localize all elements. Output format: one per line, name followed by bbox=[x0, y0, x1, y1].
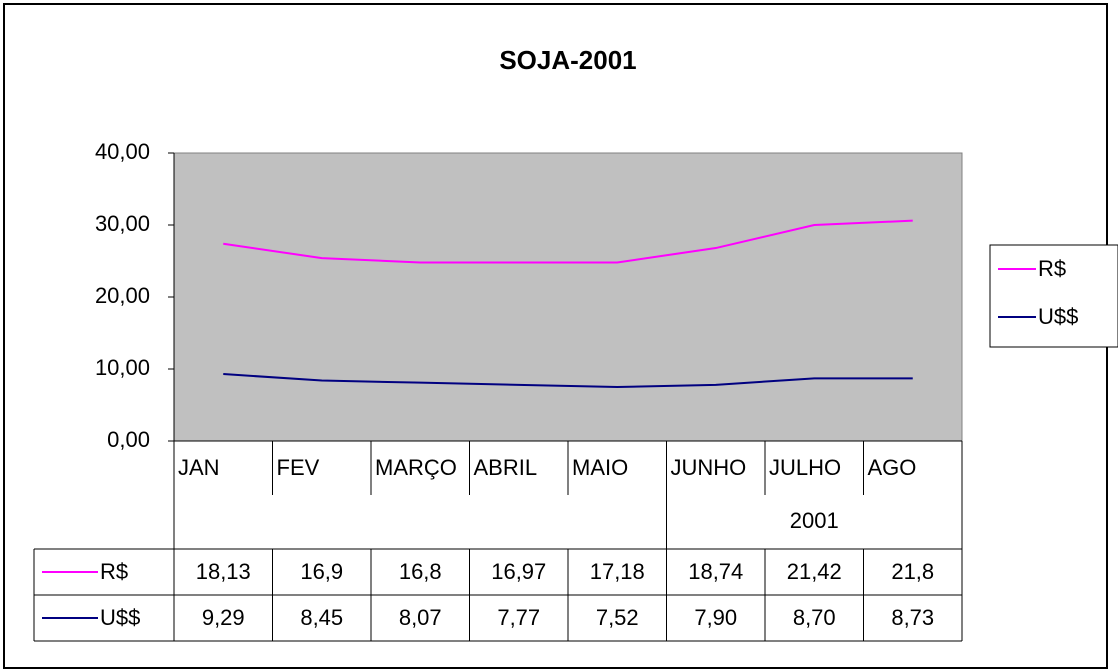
x-tick-label: JULHO bbox=[769, 455, 841, 480]
table-cell: 8,45 bbox=[300, 605, 343, 630]
y-tick-label: 40,00 bbox=[95, 139, 150, 164]
table-cell: 16,97 bbox=[491, 559, 546, 584]
table-cell: 16,8 bbox=[399, 559, 442, 584]
table-cell: 8,73 bbox=[891, 605, 934, 630]
x-tick-label: JAN bbox=[178, 455, 220, 480]
plot-area bbox=[173, 152, 963, 442]
table-row-label: R$ bbox=[100, 559, 128, 584]
series-line bbox=[223, 219, 913, 264]
x-tick-label: JUNHO bbox=[671, 455, 747, 480]
x-tick-label: ABRIL bbox=[474, 455, 538, 480]
table-cell: 16,9 bbox=[300, 559, 343, 584]
table-cell: 18,74 bbox=[688, 559, 743, 584]
table-cell: 7,90 bbox=[694, 605, 737, 630]
table-row-label: U$$ bbox=[100, 605, 140, 630]
legend-label: R$ bbox=[1038, 256, 1066, 281]
table-cell: 17,18 bbox=[590, 559, 645, 584]
legend-label: U$$ bbox=[1038, 304, 1078, 329]
category-cell: AGO bbox=[868, 455, 917, 480]
table-cell: 18,13 bbox=[196, 559, 251, 584]
series-line bbox=[223, 373, 913, 389]
table-cell: 7,77 bbox=[497, 605, 540, 630]
category-cell: ABRIL bbox=[474, 455, 538, 480]
x-tick-label: FEV bbox=[277, 455, 320, 480]
legend bbox=[989, 244, 1118, 348]
category-cell: JAN bbox=[178, 455, 220, 480]
x-tick-label: MAIO bbox=[572, 455, 628, 480]
category-cell: JULHO bbox=[769, 455, 841, 480]
table-cell: 21,42 bbox=[787, 559, 842, 584]
y-tick-label: 0,00 bbox=[107, 427, 150, 452]
y-tick-label: 10,00 bbox=[95, 355, 150, 380]
x-tick-label: MARÇO bbox=[375, 455, 457, 480]
category-cell: FEV bbox=[277, 455, 320, 480]
table-cell: 7,52 bbox=[596, 605, 639, 630]
chart-title: SOJA-2001 bbox=[499, 45, 636, 75]
group-label: 2001 bbox=[790, 508, 839, 533]
table-cell: 8,07 bbox=[399, 605, 442, 630]
category-cell: MARÇO bbox=[375, 455, 457, 480]
category-cell: JUNHO bbox=[671, 455, 747, 480]
y-tick-label: 30,00 bbox=[95, 211, 150, 236]
x-tick-label: AGO bbox=[868, 455, 917, 480]
table-cell: 9,29 bbox=[202, 605, 245, 630]
y-tick-label: 20,00 bbox=[95, 283, 150, 308]
table-cell: 21,8 bbox=[891, 559, 934, 584]
table-cell: 8,70 bbox=[793, 605, 836, 630]
category-cell: MAIO bbox=[572, 455, 628, 480]
